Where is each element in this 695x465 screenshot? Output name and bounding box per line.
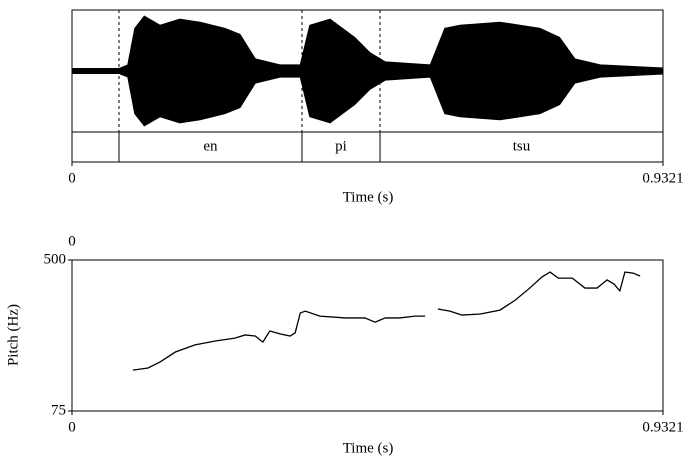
x-axis-label: Time (s) <box>343 440 394 456</box>
interval-label: tsu <box>513 138 531 154</box>
y-tick-label: 500 <box>44 251 67 267</box>
waveform-frame <box>71 9 664 163</box>
y-axis-label: Pitch (Hz) <box>5 304 21 366</box>
waveform-upper <box>71 15 664 72</box>
pitch-frame <box>71 259 664 412</box>
x-axis-label: Time (s) <box>343 189 394 205</box>
x-tick-label: 0.9321 <box>642 170 683 186</box>
annotation: 0 <box>68 233 76 249</box>
pitch-line <box>132 271 641 371</box>
x-tick-label: 0 <box>68 419 76 435</box>
interval-label: en <box>203 138 218 154</box>
x-tick-label: 0.9321 <box>642 419 683 435</box>
x-tick-label: 0 <box>68 170 76 186</box>
interval-label: pi <box>335 138 347 154</box>
y-tick-label: 75 <box>51 402 66 418</box>
waveform-lower <box>71 70 664 127</box>
